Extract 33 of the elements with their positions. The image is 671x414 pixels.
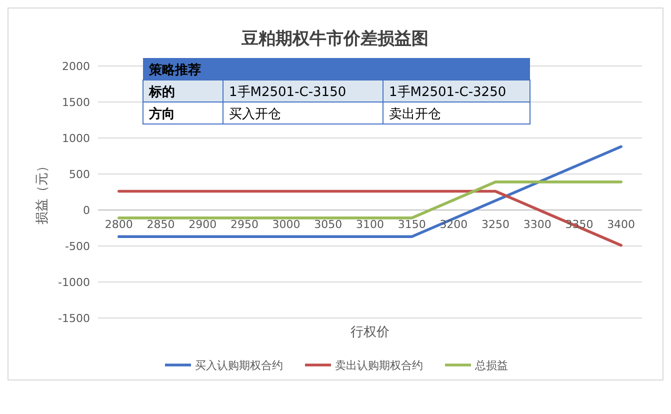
x-axis-title: 行权价 bbox=[350, 325, 390, 340]
y-axis-title: 损益（元） bbox=[35, 160, 50, 224]
annotation: 卖出开仓 bbox=[389, 107, 441, 122]
y-tick-label: -500 bbox=[65, 240, 90, 253]
y-tick-label: 2000 bbox=[62, 60, 90, 73]
x-tick-label: 3050 bbox=[314, 218, 342, 231]
legend-label: 买入认购期权合约 bbox=[195, 359, 283, 372]
annotation: 1手M2501-C-3150 bbox=[229, 85, 346, 100]
x-tick-label: 3100 bbox=[356, 218, 384, 231]
x-tick-label: 3150 bbox=[398, 218, 426, 231]
legend-label: 总损益 bbox=[474, 359, 508, 372]
x-tick-label: 3250 bbox=[482, 218, 510, 231]
x-tick-label: 3300 bbox=[523, 218, 552, 231]
y-tick-label: -1500 bbox=[58, 312, 90, 325]
x-tick-label: 2850 bbox=[146, 218, 175, 231]
chart-title: 豆粕期权牛市价差损益图 bbox=[240, 29, 428, 49]
annotation: 方向 bbox=[148, 106, 175, 122]
x-tick-label: 2900 bbox=[188, 218, 217, 231]
x-tick-label: 3200 bbox=[440, 218, 468, 231]
y-tick-label: 1000 bbox=[62, 132, 90, 145]
y-tick-label: -1000 bbox=[58, 276, 90, 289]
annotation: 1手M2501-C-3250 bbox=[389, 85, 506, 100]
x-tick-label: 3400 bbox=[607, 218, 636, 231]
annotation: 标的 bbox=[148, 85, 175, 100]
y-tick-label: 1500 bbox=[62, 96, 90, 109]
y-tick-label: 0 bbox=[83, 204, 90, 217]
annotation: 买入开仓 bbox=[229, 107, 281, 122]
annotation: 策略推荐 bbox=[148, 62, 201, 78]
x-tick-label: 2800 bbox=[104, 218, 133, 231]
x-tick-label: 3000 bbox=[272, 218, 300, 231]
x-tick-label: 2950 bbox=[230, 218, 258, 231]
legend-label: 卖出认购期权合约 bbox=[335, 359, 423, 372]
y-tick-label: 500 bbox=[69, 168, 90, 181]
